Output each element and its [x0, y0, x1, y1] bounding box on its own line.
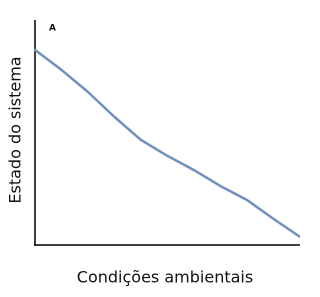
y-axis-label: Estado do sistema: [6, 56, 25, 203]
line-series: [33, 48, 300, 239]
chart: A Condições ambientais Estado do sistema: [6, 20, 300, 287]
panel-label: A: [49, 24, 56, 34]
x-axis-label: Condições ambientais: [77, 268, 253, 287]
